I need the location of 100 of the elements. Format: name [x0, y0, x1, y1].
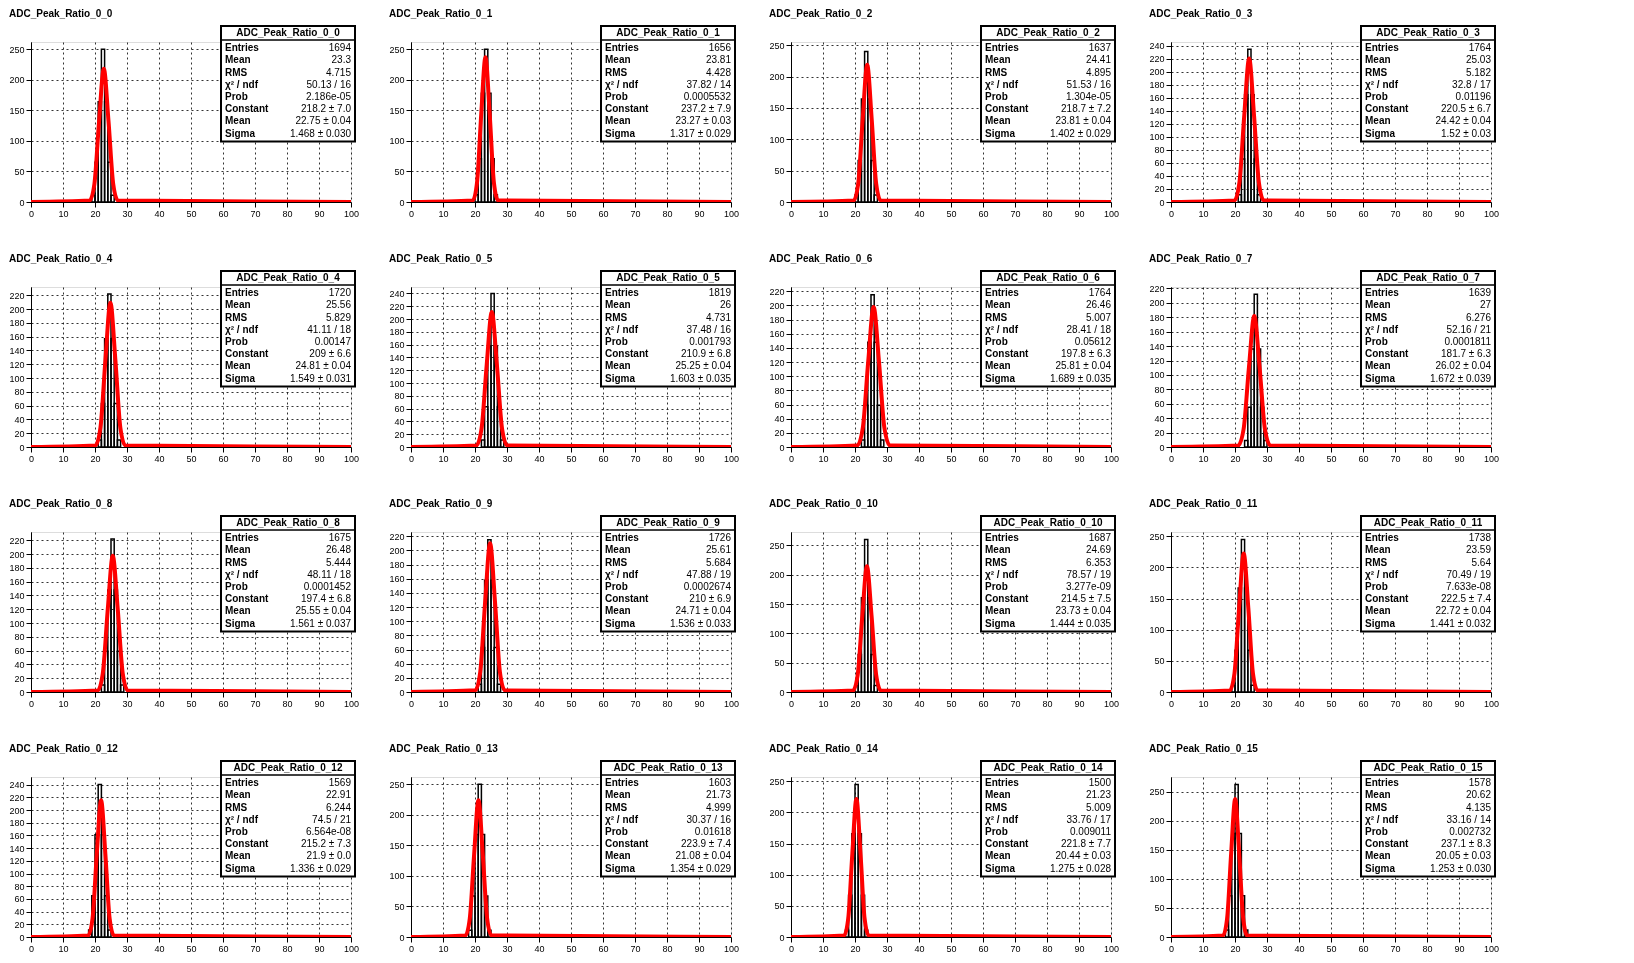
x-tick-label: 60	[978, 208, 989, 219]
annotation: 4.428	[705, 66, 732, 78]
annotation: Sigma	[985, 127, 1016, 139]
y-tick-label: 0	[19, 442, 25, 453]
annotation: Entries	[985, 532, 1020, 544]
annotation: RMS	[1365, 66, 1388, 78]
x-tick-label: 80	[282, 943, 293, 954]
annotation: Prob	[1365, 580, 1388, 592]
annotation: Constant	[605, 838, 649, 850]
annotation: 218.2 ± 7.0	[301, 103, 352, 115]
y-tick-label: 140	[769, 343, 785, 354]
x-tick-label: 50	[1326, 208, 1337, 219]
y-tick-label: 40	[14, 414, 25, 425]
x-tick-label: 90	[1074, 453, 1085, 464]
annotation: 5.009	[1085, 801, 1112, 813]
annotation: 0.0001811	[1444, 335, 1492, 347]
x-tick-label: 0	[1168, 698, 1175, 709]
annotation: 1.52 ± 0.03	[1441, 127, 1492, 139]
x-tick-label: 50	[566, 698, 577, 709]
annotation: Sigma	[605, 127, 636, 139]
x-tick-label: 40	[534, 943, 545, 954]
annotation: 37.82 / 14	[686, 78, 732, 90]
annotation: 33.16 / 14	[1446, 813, 1492, 825]
x-tick-label: 10	[58, 453, 69, 464]
annotation: 5.444	[325, 556, 352, 568]
annotation: 1.317 ± 0.029	[669, 127, 732, 139]
x-tick-label: 10	[438, 698, 449, 709]
annotation: χ² / ndf	[1365, 568, 1399, 580]
y-tick-label: 180	[9, 563, 25, 574]
x-tick-label: 70	[1010, 453, 1021, 464]
x-tick-label: 90	[314, 453, 325, 464]
y-tick-label: 160	[389, 574, 405, 585]
y-tick-label: 250	[769, 40, 785, 51]
x-tick-label: 0	[408, 208, 415, 219]
annotation: 1.275 ± 0.028	[1049, 862, 1112, 874]
annotation: 1.402 ± 0.029	[1049, 127, 1112, 139]
x-tick-label: 90	[314, 698, 325, 709]
annotation: 5.007	[1085, 311, 1112, 323]
x-tick-label: 50	[946, 698, 957, 709]
annotation: 1764	[1468, 42, 1492, 54]
annotation: Mean	[225, 789, 251, 801]
y-tick-label: 180	[9, 318, 25, 329]
x-tick-label: 30	[122, 943, 133, 954]
chart-title: ADC_Peak_Ratio_0_13	[388, 743, 499, 754]
annotation: 1.444 ± 0.035	[1049, 617, 1112, 629]
annotation: 7.633e-08	[1445, 580, 1492, 592]
x-tick-label: 40	[914, 208, 925, 219]
x-tick-label: 30	[122, 208, 133, 219]
y-tick-label: 100	[389, 136, 405, 147]
x-tick-label: 80	[1422, 208, 1433, 219]
y-tick-label: 0	[779, 932, 785, 943]
x-tick-label: 70	[1010, 698, 1021, 709]
annotation: Mean	[225, 115, 251, 127]
y-tick-label: 250	[389, 779, 405, 790]
x-tick-label: 30	[502, 453, 513, 464]
x-tick-label: 40	[1294, 943, 1305, 954]
annotation: 220.5 ± 6.7	[1441, 103, 1492, 115]
y-tick-label: 50	[774, 658, 785, 669]
x-tick-label: 100	[343, 698, 360, 709]
annotation: 52.16 / 21	[1446, 323, 1492, 335]
annotation: 22.75 ± 0.04	[295, 115, 352, 127]
annotation: 181.7 ± 6.3	[1441, 348, 1492, 360]
annotation: 1639	[1468, 287, 1492, 299]
annotation: Constant	[1365, 593, 1409, 605]
x-tick-label: 20	[850, 698, 861, 709]
y-tick-label: 80	[1154, 145, 1165, 156]
annotation: 5.182	[1465, 66, 1492, 78]
chart-title: ADC_Peak_Ratio_0_5	[388, 253, 493, 264]
x-tick-label: 50	[1326, 943, 1337, 954]
y-tick-label: 140	[9, 843, 25, 854]
y-tick-label: 60	[14, 401, 25, 412]
annotation: Entries	[225, 777, 260, 789]
y-tick-label: 200	[1149, 298, 1165, 309]
text: ADC_Peak_Ratio_0_2	[996, 27, 1101, 38]
annotation: Prob	[605, 90, 628, 102]
y-tick-label: 220	[9, 290, 25, 301]
annotation: χ² / ndf	[1365, 323, 1399, 335]
annotation: 218.7 ± 7.2	[1061, 103, 1112, 115]
annotation: 1.549 ± 0.031	[289, 372, 352, 384]
x-tick-label: 80	[282, 698, 293, 709]
x-tick-label: 100	[723, 453, 740, 464]
y-tick-label: 50	[774, 166, 785, 177]
y-tick-label: 140	[1149, 341, 1165, 352]
x-tick-label: 90	[694, 453, 705, 464]
x-tick-label: 70	[1390, 943, 1401, 954]
chart-title: ADC_Peak_Ratio_0_8	[8, 498, 113, 509]
y-tick-label: 150	[389, 840, 405, 851]
x-tick-label: 70	[250, 453, 261, 464]
annotation: Constant	[605, 593, 649, 605]
annotation: 24.81 ± 0.04	[295, 360, 352, 372]
annotation: 23.59	[1465, 544, 1492, 556]
annotation: 20.62	[1465, 789, 1492, 801]
x-tick-label: 40	[154, 453, 165, 464]
x-tick-label: 60	[1358, 943, 1369, 954]
y-tick-label: 240	[389, 288, 405, 299]
x-tick-label: 100	[1483, 208, 1500, 219]
chart-title: ADC_Peak_Ratio_0_1	[388, 8, 493, 19]
x-tick-label: 60	[978, 698, 989, 709]
text: ADC_Peak_Ratio_0_4	[236, 272, 341, 283]
x-tick-label: 0	[1168, 453, 1175, 464]
